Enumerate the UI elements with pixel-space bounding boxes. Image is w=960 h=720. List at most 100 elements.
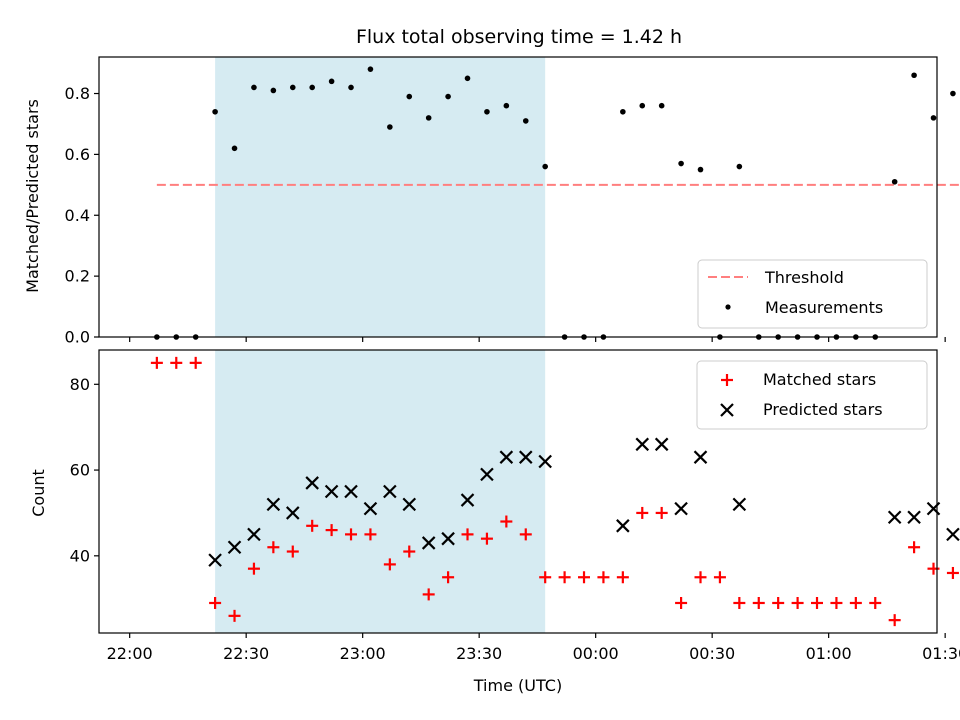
predicted-star-point: [383, 484, 397, 499]
top-shaded-region: [215, 57, 546, 337]
y-tick-label: 0.8: [65, 84, 90, 103]
measurement-point: [678, 160, 684, 167]
predicted-stars-points: [208, 437, 960, 567]
y-tick-label: 0.2: [65, 267, 90, 286]
matched-star-point: [869, 596, 882, 609]
matched-star-point: [539, 571, 552, 584]
y-tick-label: 0.4: [65, 206, 90, 225]
matched-star-point: [616, 571, 629, 584]
predicted-star-point: [227, 540, 242, 555]
matched-star-point: [636, 506, 649, 519]
matched-star-point: [422, 588, 435, 601]
bottom-shaded-region: [215, 350, 546, 633]
measurement-point: [891, 178, 898, 185]
matched-star-point: [713, 571, 726, 584]
top-axes-frame: [98, 56, 938, 338]
matched-star-point: [908, 541, 921, 554]
bottom-y-axis-ticks: 40 60 80: [70, 375, 99, 565]
predicted-star-point: [460, 493, 475, 507]
measurement-point: [503, 102, 510, 109]
top-y-axis-ticks: 0.0 0.2 0.4 0.6 0.8: [65, 84, 99, 347]
measurement-point: [425, 115, 432, 121]
matched-star-point: [578, 571, 591, 584]
predicted-star-point: [285, 506, 300, 520]
matched-star-point: [267, 541, 280, 554]
measurement-point: [445, 93, 451, 100]
measurement-point: [464, 75, 471, 82]
measurement-point: [950, 90, 956, 97]
predicted-star-point: [499, 450, 514, 464]
measurement-point: [639, 102, 646, 109]
top-legend: Threshold Measurements: [697, 259, 928, 329]
matched-star-point: [480, 532, 493, 545]
matched-star-point: [811, 596, 824, 609]
y-tick-label: 80: [70, 375, 90, 394]
measurement-point: [620, 108, 626, 115]
bottom-panel: 40 60 80 22:00 22:30 23:00 23:30 00:00 00:30 01:…: [29, 349, 960, 695]
predicted-star-point: [480, 467, 494, 482]
bottom-x-axis-ticks: 22:00 22:30 23:00 23:30 00:00 00:30 01:00 01:30…: [107, 633, 960, 663]
matched-star-point: [519, 528, 532, 541]
x-tick-label: 01:00: [806, 644, 852, 663]
measurement-point: [697, 166, 704, 173]
matched-star-point: [694, 571, 707, 584]
y-tick-label: 0.0: [65, 328, 90, 347]
measurement-point: [484, 108, 490, 115]
x-tick-label: 00:00: [573, 644, 619, 663]
x-tick-label: 00:30: [689, 644, 735, 663]
predicted-star-point: [907, 510, 921, 525]
legend-threshold-label: Threshold: [764, 268, 844, 287]
measurement-point: [522, 118, 529, 124]
matched-star-point: [946, 566, 959, 579]
predicted-star-point: [208, 553, 222, 567]
matched-star-point: [247, 562, 260, 575]
matched-star-point: [830, 596, 843, 609]
measurement-point: [658, 102, 665, 109]
x-axis-label: Time (UTC): [473, 676, 562, 695]
matched-stars-points: [150, 356, 959, 627]
legend-matched-swatch: [721, 374, 733, 386]
measurement-point: [348, 84, 354, 91]
predicted-star-point: [887, 510, 902, 525]
predicted-star-point: [654, 437, 669, 452]
matched-star-point: [500, 515, 513, 528]
predicted-star-point: [946, 527, 960, 542]
predicted-star-point: [616, 519, 630, 533]
x-tick-label: 23:30: [456, 644, 502, 663]
top-panel: 0.00.20.40.60.8 Matched/Predicted stars …: [23, 56, 960, 347]
legend-measurements-swatch: [725, 304, 731, 310]
measurement-point: [406, 93, 413, 100]
predicted-star-point: [635, 437, 650, 452]
measurement-point: [736, 163, 743, 170]
y-tick-label: 40: [70, 546, 90, 565]
legend-predicted-swatch: [720, 403, 734, 417]
bottom-axes-frame: [98, 349, 938, 634]
predicted-star-point: [732, 497, 747, 512]
measurement-point: [231, 145, 238, 152]
measurement-point: [212, 108, 218, 115]
predicted-star-point: [363, 501, 378, 516]
measurement-point: [367, 66, 374, 72]
legend-matched-label: Matched stars: [763, 370, 876, 389]
predicted-star-point: [266, 497, 281, 512]
matched-star-point: [442, 571, 455, 584]
matched-star-point: [209, 596, 222, 609]
measurement-point: [930, 115, 937, 121]
matched-star-point: [345, 528, 358, 541]
matched-star-point: [597, 571, 610, 584]
matched-star-point: [675, 596, 688, 609]
legend-measurements-label: Measurements: [765, 298, 883, 317]
chart-title: Flux total observing time = 1.42 h: [356, 26, 682, 48]
matched-star-point: [189, 356, 202, 369]
predicted-star-point: [324, 484, 339, 499]
bottom-legend-box: [696, 360, 928, 430]
matched-star-point: [306, 519, 319, 532]
matched-star-point: [403, 545, 416, 558]
bottom-legend: Matched stars Predicted stars: [696, 360, 928, 430]
matched-star-point: [364, 528, 377, 541]
y-tick-label: 0.6: [65, 145, 90, 164]
x-tick-label: 23:00: [340, 644, 386, 663]
x-tick-label: 22:00: [107, 644, 153, 663]
matched-star-point: [752, 596, 765, 609]
